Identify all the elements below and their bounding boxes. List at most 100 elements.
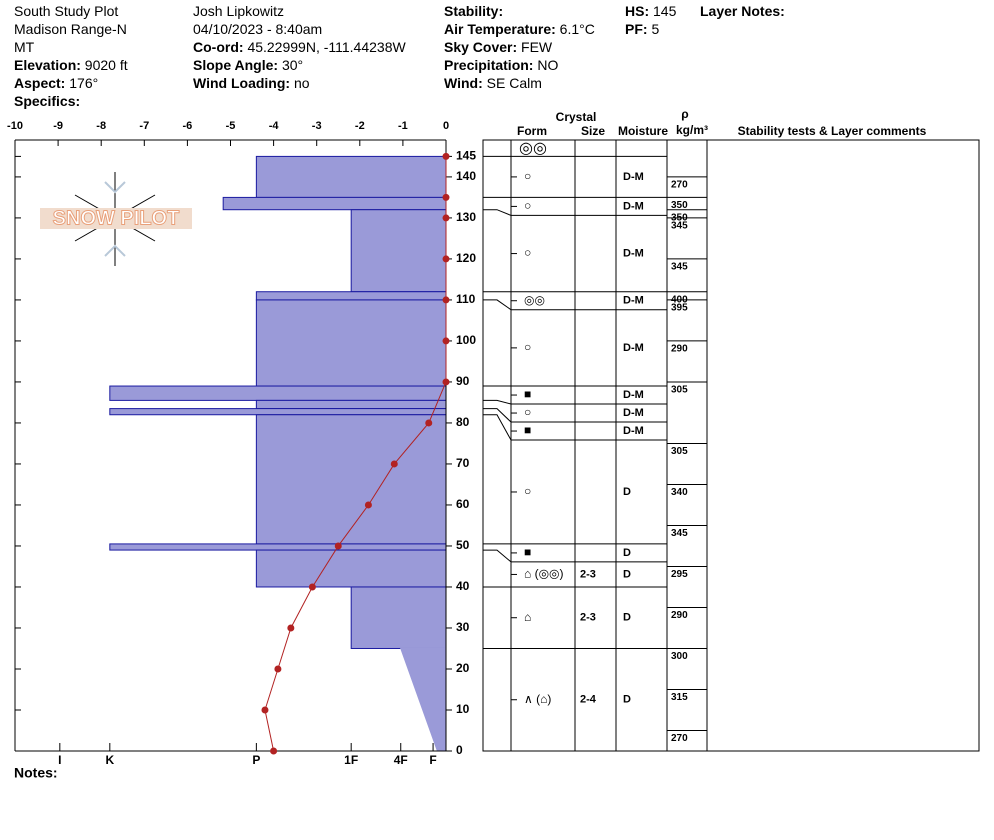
layer-connector	[483, 209, 512, 216]
y-tick-label: 40	[456, 579, 470, 593]
y-tick-label: 110	[456, 292, 476, 306]
hardness-bar	[109, 385, 447, 401]
density-value: 305	[671, 446, 688, 457]
field-label: Air Temperature:	[444, 21, 556, 37]
moisture: D	[623, 568, 631, 580]
hardness-bar	[109, 408, 447, 416]
temperature-point	[442, 255, 450, 263]
moisture: D-M	[623, 342, 644, 354]
x-tick-label: -8	[96, 120, 106, 132]
y-tick-label: 120	[456, 251, 476, 265]
x-tick-label: -3	[312, 120, 322, 132]
density-value: 300	[671, 651, 688, 662]
field-value: 6.1°C	[560, 21, 595, 37]
density-value: 395	[671, 303, 688, 314]
hardness-bar	[222, 196, 447, 211]
y-tick-label: 70	[456, 456, 470, 470]
x-tick-label: 0	[443, 120, 449, 132]
hardness-bar	[255, 155, 447, 198]
moisture: D	[623, 547, 631, 559]
y-tick-label: 100	[456, 333, 476, 347]
moisture: D-M	[623, 200, 644, 212]
header-comments: Stability tests & Layer comments	[738, 124, 927, 138]
density-value: 295	[671, 569, 688, 580]
temperature-point	[442, 214, 450, 222]
y-tick-label: 130	[456, 210, 476, 224]
field-label: Co-ord:	[193, 39, 244, 55]
y-tick-label: 145	[456, 149, 476, 163]
header-moisture: Moisture	[618, 124, 668, 138]
field-value: NO	[537, 57, 558, 73]
x-tick-label: -2	[355, 120, 365, 132]
field-value: Josh Lipkowitz	[193, 3, 284, 19]
field-label: Layer Notes:	[700, 3, 785, 19]
logo-text: SNOW PILOT	[53, 207, 180, 229]
y-tick-label: 10	[456, 702, 470, 716]
hardness-bar	[255, 399, 447, 410]
field-label: PF:	[625, 21, 648, 37]
crystal-size: 2-3	[580, 612, 596, 624]
hardness-bar	[255, 549, 447, 588]
crystal-form: ⌂ (◎◎)	[524, 567, 564, 581]
layer-connector	[483, 299, 512, 311]
density-value: 345	[671, 221, 688, 232]
layer-connector	[483, 414, 512, 441]
field-label: Stability:	[444, 3, 503, 19]
header-size: Size	[581, 124, 605, 138]
crystal-form: ○	[524, 169, 531, 183]
crystal-form: ○	[524, 484, 531, 498]
hardness-label: 4F	[394, 753, 408, 767]
field-value: 04/10/2023 - 8:40am	[193, 21, 322, 37]
density-value: 350	[671, 200, 688, 211]
field-label: Elevation:	[14, 57, 81, 73]
field-label: HS:	[625, 3, 649, 19]
crystal-form: ◎◎	[524, 293, 545, 307]
hardness-label: F	[429, 753, 436, 767]
y-tick-label: 30	[456, 620, 470, 634]
field-value: South Study Plot	[14, 3, 118, 19]
header-field: Aspect: 176°	[14, 75, 98, 91]
crystal-form: ■	[524, 423, 531, 437]
header-field: Slope Angle: 30°	[193, 57, 303, 73]
y-tick-label: 60	[456, 497, 470, 511]
hardness-bar	[109, 543, 447, 551]
layer-connector	[483, 399, 512, 405]
field-label: Wind:	[444, 75, 483, 91]
temperature-point	[442, 296, 450, 304]
header-density-unit: kg/m³	[676, 123, 708, 137]
field-label: Sky Cover:	[444, 39, 517, 55]
crystal-form: ■	[524, 387, 531, 401]
field-value: FEW	[521, 39, 553, 55]
x-tick-label: -6	[183, 120, 193, 132]
moisture: D-M	[623, 407, 644, 419]
y-tick-label: 50	[456, 538, 470, 552]
crystal-form: ⌂	[524, 610, 531, 624]
moisture: D	[623, 612, 631, 624]
hardness-bar	[255, 291, 447, 301]
moisture: D	[623, 694, 631, 706]
hardness-label: K	[105, 753, 114, 767]
field-value: 176°	[69, 75, 98, 91]
crystal-form: ○	[524, 340, 531, 354]
temperature-point	[442, 193, 450, 201]
field-value: SE Calm	[487, 75, 542, 91]
temperature-point	[442, 337, 450, 345]
x-tick-label: -1	[398, 120, 408, 132]
crystal-form: ○	[524, 199, 531, 213]
logo-band	[40, 208, 192, 229]
header-field: Precipitation: NO	[444, 57, 558, 73]
field-value: MT	[14, 39, 35, 55]
hardness-label: 1F	[344, 753, 358, 767]
header-field: Elevation: 9020 ft	[14, 57, 128, 73]
field-label: Wind Loading:	[193, 75, 290, 91]
y-tick-label: 0	[456, 743, 463, 757]
header-field: South Study Plot	[14, 3, 118, 19]
moisture: D-M	[623, 171, 644, 183]
header-field: 04/10/2023 - 8:40am	[193, 21, 322, 37]
x-tick-label: -9	[53, 120, 63, 132]
density-value: 290	[671, 344, 688, 355]
temperature-point	[261, 706, 269, 714]
crystal-form: ○	[524, 246, 531, 260]
header-field: Stability:	[444, 3, 503, 19]
density-value: 340	[671, 487, 688, 498]
